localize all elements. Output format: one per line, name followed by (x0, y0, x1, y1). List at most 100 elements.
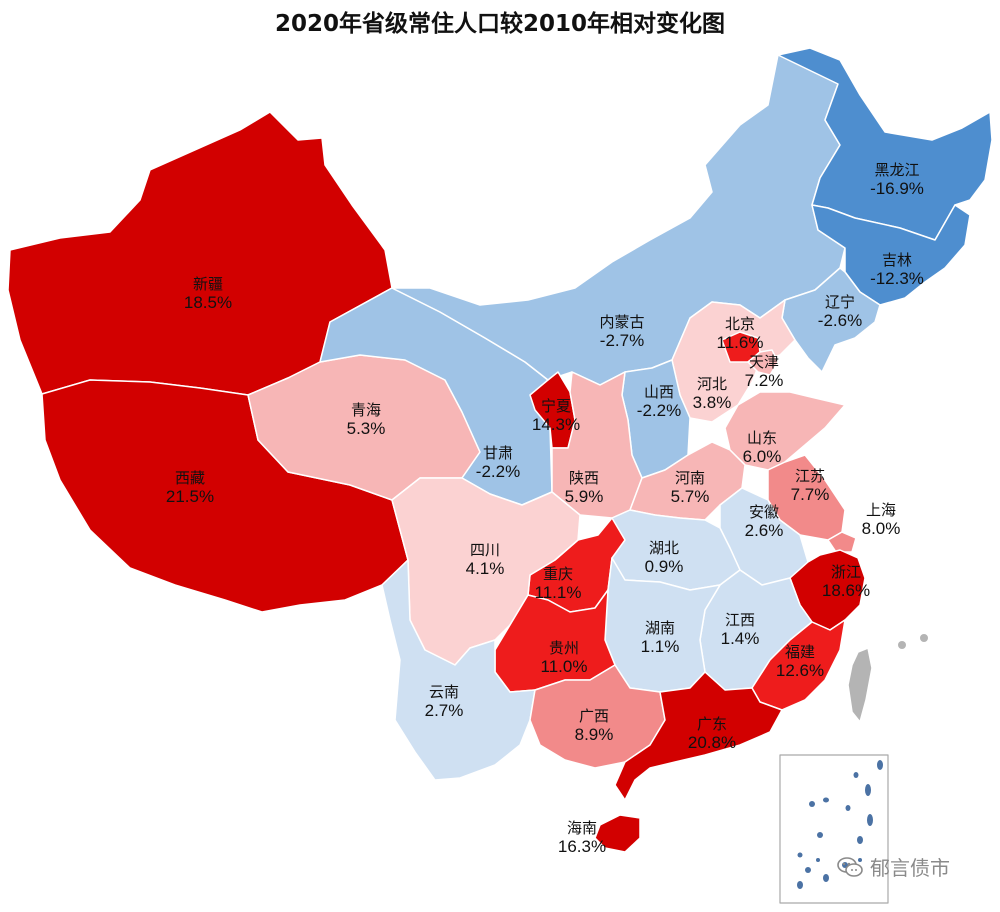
province-name: 重庆 (542, 565, 574, 583)
province-value: 21.5% (165, 487, 215, 507)
label-hebei: 河北 3.8% (693, 375, 732, 413)
region-liaoning[interactable] (781, 267, 881, 373)
province-value: 18.6% (821, 581, 871, 601)
province-value: -2.2% (636, 401, 682, 421)
province-value: 2.7% (424, 701, 464, 721)
province-value: 14.3% (531, 415, 581, 435)
label-yunnan: 云南 2.7% (424, 683, 464, 721)
label-xizang: 西藏 21.5% (165, 469, 215, 507)
province-value: -16.9% (870, 179, 924, 199)
province-name: 宁夏 (540, 397, 572, 415)
region-shanghai[interactable] (827, 531, 857, 553)
province-value: 0.9% (644, 557, 684, 577)
province-name: 湖南 (644, 619, 675, 637)
province-name: 吉林 (881, 251, 912, 269)
label-hunan: 湖南 1.1% (640, 619, 680, 657)
label-jiangsu: 江苏 7.7% (790, 467, 830, 505)
province-value: 1.1% (640, 637, 680, 657)
province-value: 8.9% (574, 725, 614, 745)
label-heilongjiang: 黑龙江 -16.9% (870, 161, 924, 199)
province-name: 青海 (350, 401, 381, 419)
label-gansu: 甘肃 -2.2% (475, 444, 521, 482)
province-value: 8.0% (861, 519, 901, 539)
label-neimenggu: 内蒙古 -2.7% (599, 313, 645, 351)
province-name: 甘肃 (482, 444, 514, 462)
region-taiwan[interactable] (847, 647, 873, 723)
province-value: 16.3% (557, 837, 607, 857)
province-name: 海南 (566, 819, 598, 837)
label-hubei: 湖北 0.9% (644, 539, 684, 577)
province-value: 7.7% (790, 485, 830, 505)
province-value: 6.0% (742, 447, 782, 467)
province-value: 18.5% (183, 293, 233, 313)
province-name: 内蒙古 (599, 313, 645, 331)
label-henan: 河南 5.7% (670, 469, 710, 507)
map-title: 2020年省级常住人口较2010年相对变化图 (274, 11, 726, 37)
province-name: 新疆 (192, 275, 224, 293)
label-anhui: 安徽 2.6% (744, 503, 784, 541)
wechat-icon (837, 856, 863, 877)
province-name: 安徽 (748, 503, 779, 521)
province-name: 湖北 (648, 539, 679, 557)
region-hainan[interactable] (594, 814, 641, 853)
label-liaoning: 辽宁 -2.6% (817, 293, 863, 331)
region-tianjin[interactable] (747, 349, 779, 376)
region-heilongjiang[interactable] (777, 47, 993, 241)
province-name: 广西 (578, 707, 609, 725)
label-tianjin: 天津 7.2% (744, 353, 784, 391)
label-shanxi: 山西 -2.2% (636, 383, 682, 421)
region-yunnan[interactable] (381, 559, 536, 781)
province-value: 4.1% (465, 559, 505, 579)
province-name: 河南 (674, 469, 705, 487)
province-name: 江西 (724, 611, 755, 629)
label-jilin: 吉林 -12.3% (870, 251, 924, 289)
province-value: -12.3% (870, 269, 924, 289)
province-name: 云南 (428, 683, 459, 701)
province-value: 11.0% (540, 657, 588, 677)
label-jiangxi: 江西 1.4% (720, 611, 760, 649)
label-shaanxi: 陕西 5.9% (565, 469, 604, 507)
province-value: 5.7% (670, 487, 710, 507)
province-value: 12.6% (775, 661, 825, 681)
province-value: 11.1% (534, 583, 582, 603)
label-guangdong: 广东 20.8% (687, 715, 737, 753)
province-value: -2.2% (475, 462, 521, 482)
province-name: 西藏 (174, 469, 206, 487)
label-shanghai: 上海 8.0% (861, 501, 901, 539)
province-name: 北京 (724, 315, 756, 333)
province-name: 陕西 (568, 469, 599, 487)
province-value: 2.6% (744, 521, 784, 541)
province-value: 11.6% (716, 333, 764, 353)
province-name: 广东 (696, 715, 728, 733)
south-china-sea-inset (779, 754, 889, 904)
label-ningxia: 宁夏 14.3% (531, 397, 581, 435)
province-value: 7.2% (744, 371, 784, 391)
label-fujian: 福建 12.6% (775, 643, 825, 681)
watermark-text: 郁言债市 (870, 856, 950, 880)
province-name: 江苏 (794, 467, 825, 485)
region-guangdong[interactable] (614, 671, 783, 801)
province-name: 辽宁 (824, 293, 856, 311)
province-name: 山西 (643, 383, 675, 401)
label-sichuan: 四川 4.1% (465, 541, 505, 579)
province-value: -2.7% (599, 331, 645, 351)
province-name: 上海 (865, 501, 896, 519)
province-name: 福建 (784, 643, 816, 661)
label-shandong: 山东 6.0% (742, 429, 782, 467)
province-name: 黑龙江 (874, 161, 920, 179)
province-value: -2.6% (817, 311, 863, 331)
label-xinjiang: 新疆 18.5% (183, 275, 233, 313)
island-dot (898, 641, 906, 649)
label-guangxi: 广西 8.9% (574, 707, 614, 745)
province-value: 5.3% (346, 419, 386, 439)
label-qinghai: 青海 5.3% (346, 401, 386, 439)
province-value: 20.8% (687, 733, 737, 753)
province-name: 四川 (469, 541, 500, 559)
label-guizhou: 贵州 11.0% (540, 639, 588, 677)
label-beijing: 北京 11.6% (716, 315, 764, 353)
label-zhejiang: 浙江 18.6% (821, 563, 871, 601)
province-name: 浙江 (830, 563, 862, 581)
province-value: 1.4% (720, 629, 760, 649)
province-name: 山东 (746, 429, 777, 447)
